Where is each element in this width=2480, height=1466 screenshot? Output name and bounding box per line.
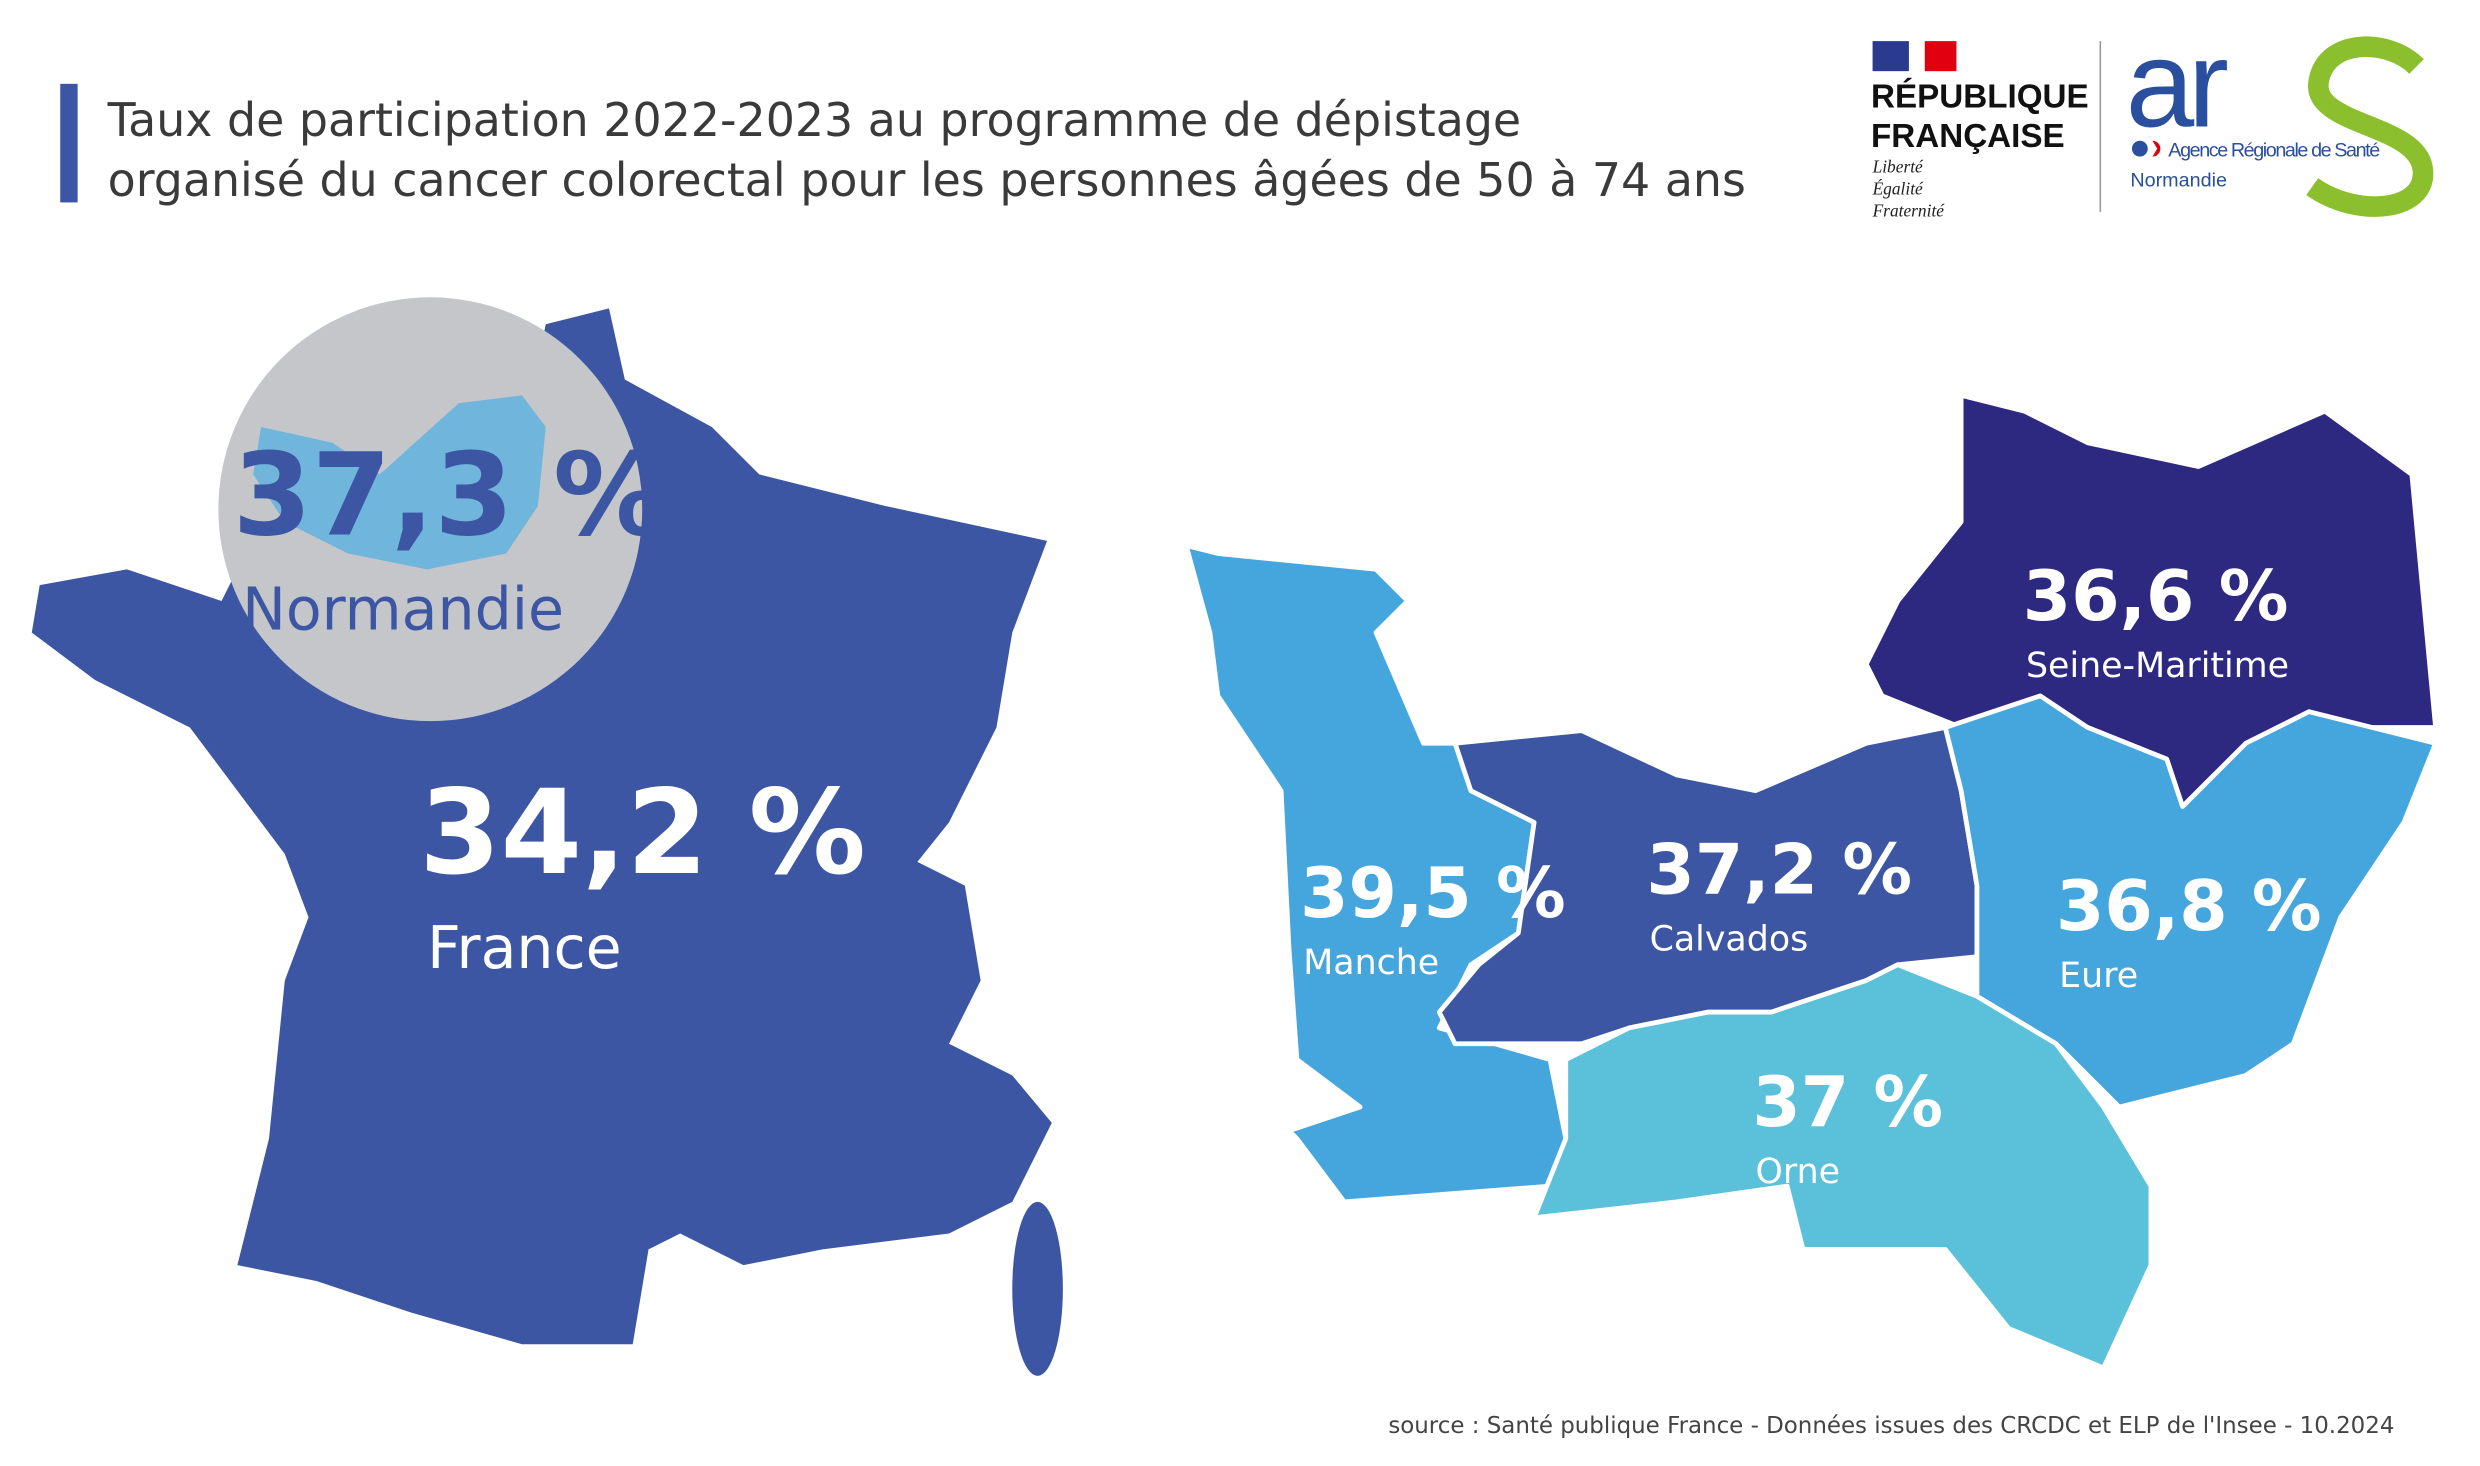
title-accent-bar [60, 83, 78, 203]
calvados-value: 37,2 % [1646, 830, 1912, 911]
motto-liberte: Liberté [1872, 157, 1924, 176]
republique-text: RÉPUBLIQUE [1871, 78, 2089, 116]
france-value: 34,2 % [419, 764, 866, 901]
flag-red [1924, 41, 1957, 72]
corsica-shape [1012, 1201, 1063, 1376]
normandie-value: 37,3 % [233, 429, 668, 562]
department-labels: 39,5 % Manche 37,2 % Calvados 36,6 % Sei… [1300, 556, 2322, 1192]
ars-dot-blue [2131, 140, 2148, 157]
normandie-inset-shape [253, 395, 546, 570]
title-line-1: Taux de participation 2022-2023 au progr… [107, 93, 1521, 147]
title-line-2: organisé du cancer colorectal pour les p… [108, 153, 1746, 207]
motto-egalite: Égalité [1872, 180, 1924, 199]
eure-value: 36,8 % [2056, 866, 2322, 947]
ars-region: Normandie [2130, 170, 2227, 192]
orne-value: 37 % [1752, 1062, 1943, 1143]
motto-fraternite: Fraternité [1872, 202, 1946, 221]
department-orne[interactable] [1531, 962, 2154, 1371]
francaise-text: FRANÇAISE [1871, 118, 2065, 155]
ars-wordmark: ar [2126, 16, 2228, 154]
eure-label: Eure [2059, 956, 2138, 996]
source-note: source : Santé publique France - Données… [1388, 1413, 2394, 1439]
ars-agency-name: Agence Régionale de Santé [2168, 140, 2380, 162]
flag-blue [1872, 41, 1909, 72]
department-eure[interactable] [1942, 693, 2438, 1110]
ars-logo: ar Agence Régionale de Santé Normandie [2126, 16, 2434, 217]
france-map: 37,3 % Normandie 34,2 % France [31, 297, 1063, 1376]
manche-label: Manche [1303, 943, 1439, 983]
france-label: France [427, 914, 622, 982]
calvados-label: Calvados [1650, 919, 1809, 959]
seine-maritime-value: 36,6 % [2023, 556, 2289, 637]
seine-maritime-label: Seine-Maritime [2026, 646, 2289, 686]
ars-dot-red [2152, 140, 2161, 157]
orne-label: Orne [1756, 1152, 1841, 1192]
republique-francaise-logo: RÉPUBLIQUE FRANÇAISE Liberté Égalité Fra… [1871, 41, 2089, 221]
ars-s-letter [2306, 36, 2434, 217]
normandie-map [1183, 392, 2438, 1371]
manche-value: 39,5 % [1300, 853, 1566, 934]
normandie-label: Normandie [242, 575, 564, 643]
